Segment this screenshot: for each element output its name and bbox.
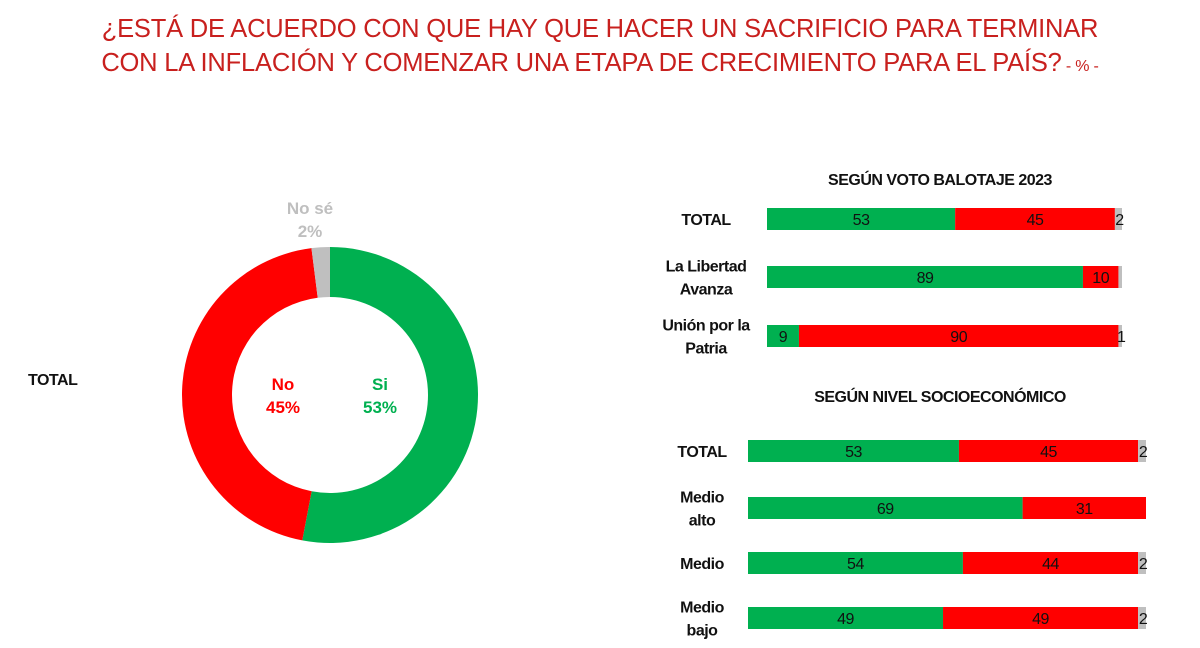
bar-segment-nose: [1118, 325, 1122, 347]
category-label: TOTAL: [681, 212, 731, 229]
bar-segment-no: [955, 208, 1115, 230]
category-label: Avanza: [680, 282, 733, 299]
category-label: alto: [689, 513, 716, 530]
bar-value-label: 54: [847, 556, 864, 573]
donut-label-name: No sé: [287, 199, 333, 218]
unit-label: - % -: [1061, 58, 1099, 75]
bar-value-label: 2: [1139, 444, 1148, 461]
bar-segment-nose: [1118, 266, 1122, 288]
category-label: TOTAL: [677, 444, 727, 461]
bar-segment-no: [1022, 497, 1146, 519]
bar-value-label: 53: [845, 444, 862, 461]
bar-segment-nose: [1114, 208, 1122, 230]
bar-value-label: 69: [877, 501, 894, 518]
category-label: Medio: [680, 556, 724, 573]
bar-segment-si: [748, 607, 944, 629]
bar-value-label: 10: [1092, 270, 1109, 287]
bar-segment-si: [767, 208, 956, 230]
donut-row-label: TOTAL: [28, 372, 78, 389]
title-line-2: CON LA INFLACIÓN Y COMENZAR UNA ETAPA DE…: [0, 46, 1200, 84]
bar-segment-no: [962, 552, 1139, 574]
chart-title: ¿ESTÁ DE ACUERDO CON QUE HAY QUE HACER U…: [0, 12, 1200, 84]
bar-segment-no: [958, 440, 1139, 462]
donut-slice-nose: [311, 247, 330, 298]
bar-value-label: 31: [1076, 501, 1093, 518]
category-label: Patria: [685, 341, 727, 358]
donut-label-name: No: [272, 375, 295, 394]
donut-slice-no: [181, 248, 318, 541]
bar-value-label: 1: [1117, 329, 1126, 346]
bar-value-label: 45: [1040, 444, 1057, 461]
bar-segment-si: [748, 552, 963, 574]
bar-segment-si: [748, 497, 1023, 519]
group-title-nse: SEGÚN NIVEL SOCIOECONÓMICO: [814, 389, 1066, 406]
donut-label-value: 2%: [298, 222, 323, 241]
title-line-1: ¿ESTÁ DE ACUERDO CON QUE HAY QUE HACER U…: [101, 15, 1099, 43]
donut-label-name: Si: [372, 375, 388, 394]
bar-value-label: 2: [1115, 212, 1124, 229]
bar-segment-nose: [1138, 552, 1146, 574]
bar-value-label: 49: [837, 611, 854, 628]
bar-value-label: 45: [1027, 212, 1044, 229]
category-label: bajo: [687, 623, 719, 640]
donut-label-value: 53%: [363, 398, 397, 417]
bar-value-label: 53: [853, 212, 870, 229]
bar-segment-si: [767, 266, 1083, 288]
bar-value-label: 2: [1139, 556, 1148, 573]
category-label: La Libertad: [666, 259, 747, 276]
bar-segment-si: [748, 440, 959, 462]
bar-segment-no: [798, 325, 1119, 347]
bar-value-label: 89: [917, 270, 934, 287]
bar-segment-nose: [1138, 607, 1146, 629]
bar-segment-si: [767, 325, 799, 347]
category-label: Unión por la: [662, 318, 750, 335]
bar-segment-nose: [1138, 440, 1146, 462]
donut-slice-si: [302, 247, 478, 543]
bar-segment-no: [943, 607, 1139, 629]
title-line-2-text: CON LA INFLACIÓN Y COMENZAR UNA ETAPA DE…: [101, 49, 1062, 77]
donut-label-value: 45%: [266, 398, 300, 417]
bar-segment-no: [1082, 266, 1119, 288]
bar-value-label: 49: [1032, 611, 1049, 628]
bar-value-label: 9: [779, 329, 788, 346]
group-title-balotaje: SEGÚN VOTO BALOTAJE 2023: [828, 172, 1052, 189]
category-label: Medio: [680, 600, 724, 617]
bar-value-label: 90: [950, 329, 967, 346]
category-label: Medio: [680, 490, 724, 507]
bar-value-label: 2: [1139, 611, 1148, 628]
bar-value-label: 44: [1042, 556, 1059, 573]
